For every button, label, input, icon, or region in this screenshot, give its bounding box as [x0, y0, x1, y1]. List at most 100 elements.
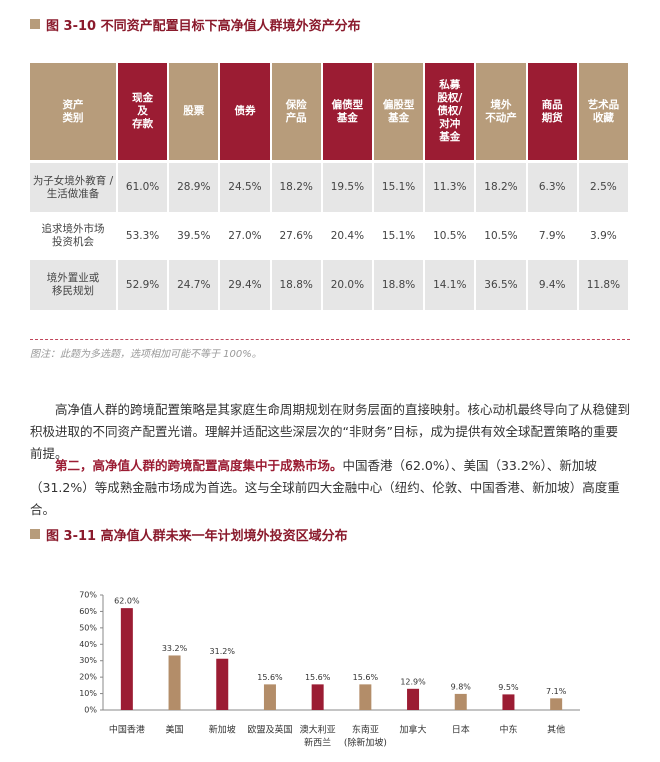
- paragraph: 第二，高净值人群的跨境配置高度集中于成熟市场。中国香港（62.0%）、美国（33…: [30, 455, 630, 521]
- table-cell: 19.5%: [322, 163, 372, 212]
- x-tick-label: 澳大利亚: [300, 724, 336, 736]
- cell-text: 类别: [62, 111, 84, 124]
- header-cell: 现金及存款: [118, 63, 168, 160]
- table-cell: 18.8%: [271, 260, 321, 310]
- cell-text: 现金: [132, 92, 154, 104]
- cell-text: 53.3%: [125, 229, 160, 242]
- cell-text: 债权/: [437, 105, 463, 117]
- cell-text: 境外: [490, 98, 512, 111]
- bar: [263, 684, 276, 710]
- bar: [311, 684, 324, 710]
- cell-text: 18.2%: [484, 181, 518, 193]
- cell-text: 39.5%: [177, 229, 211, 242]
- cell-text: 基金: [388, 111, 410, 124]
- cell-text: 52.9%: [125, 278, 160, 291]
- cell-text: 11.3%: [433, 181, 467, 193]
- cell-text: 14.1%: [433, 278, 467, 291]
- header-cell: 保险 产品: [271, 63, 321, 160]
- cell-text: 基金: [336, 111, 358, 124]
- value-label: 9.5%: [498, 683, 519, 692]
- value-label: 33.2%: [162, 644, 188, 653]
- cell-text: 9.4%: [538, 278, 566, 291]
- table-cell: 14.1%: [425, 260, 475, 310]
- cell-text: 保险: [285, 98, 307, 111]
- y-tick-label: 20%: [79, 673, 97, 682]
- x-tick-label: (除新加坡): [344, 737, 387, 749]
- figure-title: 图 3-11 高净值人群未来一年计划境外投资区域分布: [46, 529, 348, 544]
- cell-text: 移民规划: [52, 285, 94, 297]
- cell-text: 追求境外市场: [41, 223, 105, 235]
- cell-text: 24.7%: [177, 278, 211, 291]
- header-cell: 私募 股权/债权/对冲 基金: [425, 63, 475, 160]
- table-cell: 追求境外市场 投资机会: [30, 214, 116, 258]
- cell-text: 不动产: [485, 111, 517, 124]
- bar: [550, 698, 563, 710]
- figure-title: 图 3-10 不同资产配置目标下高净值人群境外资产分布: [46, 19, 361, 34]
- table-cell: 53.3%: [118, 214, 168, 258]
- cell-text: 27.0%: [228, 229, 262, 242]
- y-tick-label: 60%: [79, 607, 97, 616]
- table-cell: 36.5%: [476, 260, 526, 310]
- y-tick-label: 30%: [79, 656, 97, 665]
- cell-text: 及: [137, 105, 148, 117]
- header-cell: 资产 类别: [30, 63, 116, 160]
- cell-text: 18.8%: [381, 278, 416, 291]
- table-cell: 11.3%: [425, 163, 475, 212]
- x-tick-label: 美国: [166, 724, 184, 736]
- table-cell: 10.5%: [476, 214, 526, 258]
- header-cell: 偏债型 基金: [322, 63, 372, 160]
- cell-text: 24.5%: [228, 181, 262, 193]
- header-cell: 偏股型 基金: [374, 63, 424, 160]
- table-cell: 18.2%: [476, 163, 526, 212]
- cell-text: 存款: [132, 118, 154, 130]
- value-label: 9.8%: [451, 682, 472, 691]
- x-tick-label: 中东: [499, 724, 517, 736]
- bar: [168, 655, 181, 710]
- table-cell: 20.0%: [322, 260, 372, 310]
- cell-text: 15.1%: [381, 181, 416, 193]
- bar: [359, 684, 372, 710]
- table-cell: 29.4%: [220, 260, 270, 310]
- cell-text: 20.4%: [330, 229, 365, 242]
- cell-text: 7.9%: [538, 229, 566, 242]
- value-label: 15.6%: [305, 673, 331, 682]
- title-icon: [30, 19, 40, 29]
- cell-text: 私募: [439, 79, 461, 91]
- cell-text: 19.5%: [330, 181, 365, 193]
- table-cell: 15.1%: [374, 163, 424, 212]
- paragraph: 高净值人群的跨境配置策略是其家庭生命周期规划在财务层面的直接映射。核心动机最终导…: [30, 402, 631, 461]
- cell-text: 28.9%: [177, 181, 211, 193]
- divider: [30, 339, 630, 340]
- table-cell: 10.5%: [425, 214, 475, 258]
- cell-text: 11.8%: [586, 278, 621, 291]
- cell-text: 对冲: [439, 118, 461, 130]
- bar: [454, 693, 467, 710]
- cell-text: 基金: [439, 131, 461, 143]
- table-cell: 为子女境外教育 / 生活做准备: [30, 163, 116, 212]
- table-cell: 境外置业或 移民规划: [30, 260, 116, 310]
- table-cell: 61.0%: [118, 163, 168, 212]
- lead-text: 第二，高净值人群的跨境配置高度集中于成熟市场。: [55, 458, 343, 473]
- table-cell: 20.4%: [322, 214, 372, 258]
- bar: [407, 688, 420, 710]
- value-label: 7.1%: [546, 687, 567, 696]
- cell-text: 境外置业或: [46, 272, 100, 284]
- table-cell: 2.5%: [578, 163, 628, 212]
- table-cell: 39.5%: [169, 214, 219, 258]
- x-tick-label: 新西兰: [304, 737, 331, 749]
- cell-text: 资产: [62, 98, 84, 111]
- cell-text: 为子女境外教育 /: [32, 174, 114, 187]
- y-tick-label: 40%: [79, 640, 97, 649]
- cell-text: 61.0%: [125, 181, 160, 193]
- value-label: 15.6%: [353, 673, 379, 682]
- table-cell: 6.3%: [527, 163, 577, 212]
- table-cell: 11.8%: [578, 260, 628, 310]
- table-cell: 27.0%: [220, 214, 270, 258]
- bar: [216, 658, 229, 710]
- cell-text: 股权/: [437, 92, 463, 104]
- cell-text: 29.4%: [228, 278, 262, 291]
- bar: [502, 694, 515, 710]
- table-cell: 3.9%: [578, 214, 628, 258]
- cell-text: 36.5%: [484, 278, 518, 291]
